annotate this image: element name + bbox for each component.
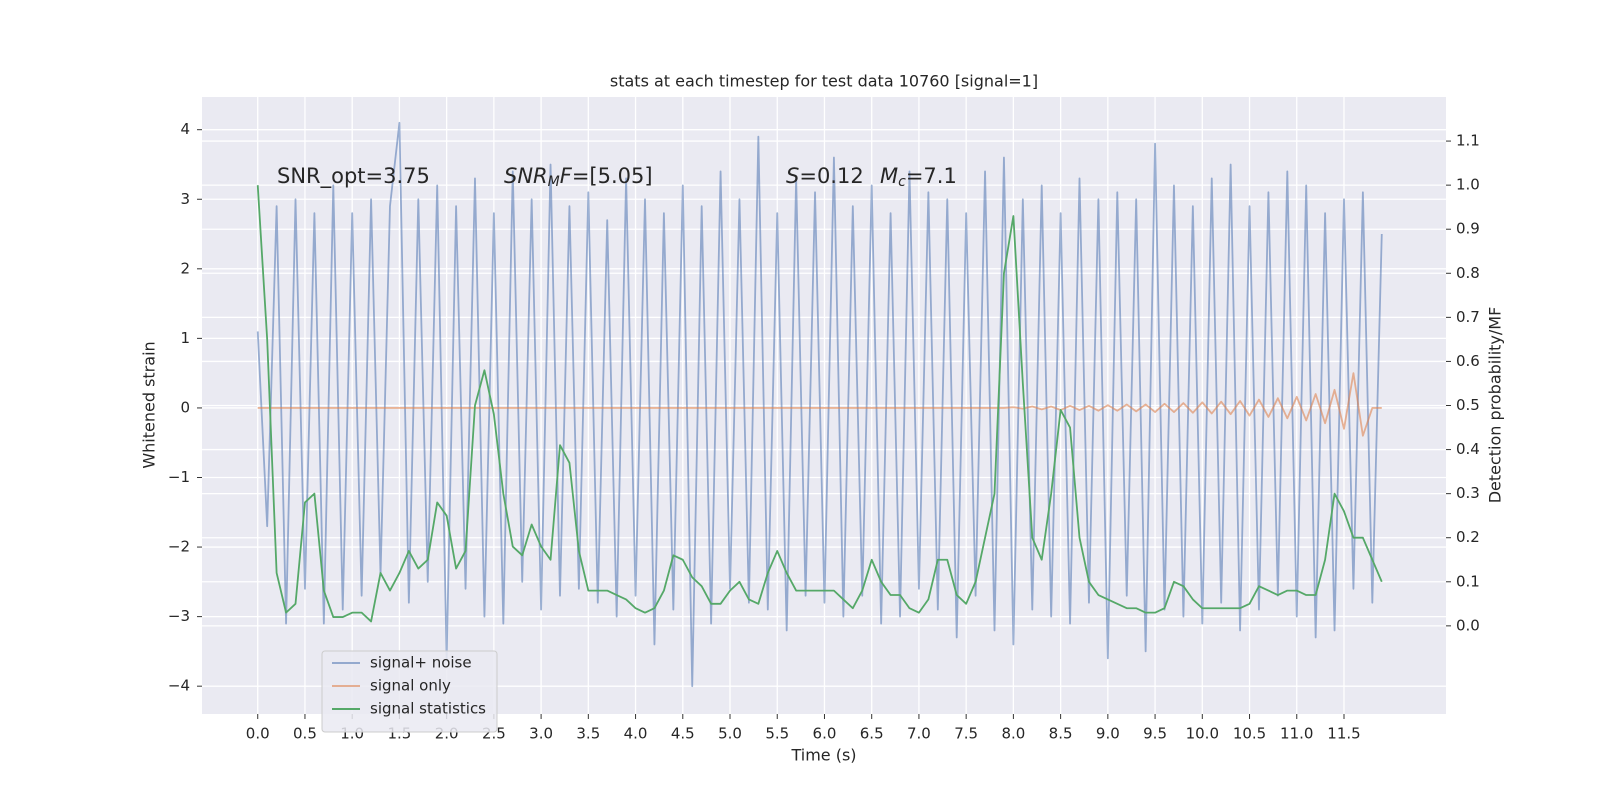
y2-tick-label: 0.7 bbox=[1456, 308, 1480, 326]
annotation-part: SNR bbox=[504, 164, 548, 188]
marks bbox=[256, 121, 1383, 688]
x-tick-label: 8.5 bbox=[1049, 725, 1073, 743]
x-tick-label: 7.0 bbox=[907, 725, 931, 743]
x-tick-label: 9.5 bbox=[1143, 725, 1167, 743]
y2-tick-label: 0.9 bbox=[1456, 220, 1480, 238]
legend-label: signal statistics bbox=[370, 700, 486, 718]
annotation-part: M bbox=[880, 164, 898, 188]
x-tick-label: 0.5 bbox=[293, 725, 317, 743]
legend-label: signal+ noise bbox=[370, 654, 472, 672]
x-tick-label: 4.5 bbox=[671, 725, 695, 743]
x-tick-label: 11.0 bbox=[1280, 725, 1313, 743]
x-tick-label: 6.5 bbox=[860, 725, 884, 743]
y-tick-label: 2 bbox=[180, 259, 190, 277]
x-tick-label: 10.0 bbox=[1186, 725, 1219, 743]
series-line bbox=[256, 121, 1383, 688]
chart-title: stats at each timestep for test data 107… bbox=[610, 72, 1038, 91]
y-tick-label: −1 bbox=[168, 468, 190, 486]
y-tick-label: 0 bbox=[180, 398, 190, 416]
y-tick-label: 4 bbox=[180, 120, 190, 138]
x-tick-label: 0.0 bbox=[246, 725, 270, 743]
x-tick-label: 8.0 bbox=[1001, 725, 1025, 743]
y2-tick-label: 0.1 bbox=[1456, 572, 1480, 590]
legend-label: signal only bbox=[370, 677, 451, 695]
annotation-part: M bbox=[548, 174, 560, 190]
y-tick-label: −2 bbox=[168, 538, 190, 556]
y2-tick-label: 0.0 bbox=[1456, 616, 1480, 634]
y2-tick-label: 1.0 bbox=[1456, 176, 1480, 194]
annotation-part: S bbox=[786, 164, 799, 188]
x-tick-label: 6.0 bbox=[813, 725, 837, 743]
y-tick-label: 3 bbox=[180, 190, 190, 208]
annotation-part: =7.1 bbox=[906, 164, 957, 188]
x-tick-label: 5.5 bbox=[765, 725, 789, 743]
annotation: SNRMF=[5.05] bbox=[504, 164, 653, 190]
x-tick-label: 10.5 bbox=[1233, 725, 1266, 743]
x-axis-label: Time (s) bbox=[790, 746, 856, 765]
y-tick-label: −3 bbox=[168, 607, 190, 625]
x-tick-label: 7.5 bbox=[954, 725, 978, 743]
annotation-part: F bbox=[560, 164, 573, 188]
annotation: SNR_opt=3.75 bbox=[277, 164, 430, 189]
y2-tick-label: 0.4 bbox=[1456, 440, 1480, 458]
annotation: S=0.12 bbox=[786, 164, 864, 188]
x-tick-label: 5.0 bbox=[718, 725, 742, 743]
x-tick-label: 3.5 bbox=[576, 725, 600, 743]
x-tick-label: 4.0 bbox=[624, 725, 648, 743]
legend-box bbox=[321, 650, 498, 733]
y-tick-label: −4 bbox=[168, 677, 190, 695]
annotation: Mc=7.1 bbox=[880, 164, 957, 190]
annotation-part: =0.12 bbox=[799, 164, 863, 188]
series-line bbox=[257, 372, 1382, 437]
y2-tick-label: 0.5 bbox=[1456, 396, 1480, 414]
annotation-part: c bbox=[898, 174, 906, 190]
y2-tick-label: 0.2 bbox=[1456, 528, 1480, 546]
x-tick-label: 3.0 bbox=[529, 725, 553, 743]
annotation-part: =[5.05] bbox=[572, 164, 653, 188]
y2-tick-label: 0.3 bbox=[1456, 484, 1480, 502]
y-tick-label: 1 bbox=[180, 329, 190, 347]
y2-tick-label: 0.6 bbox=[1456, 352, 1480, 370]
y2-tick-label: 0.8 bbox=[1456, 264, 1480, 282]
y-axis-label: Whitened strain bbox=[140, 341, 159, 468]
annotation-part: SNR_opt=3.75 bbox=[277, 164, 430, 189]
y2-tick-label: 1.1 bbox=[1456, 132, 1480, 150]
x-tick-label: 9.0 bbox=[1096, 725, 1120, 743]
x-tick-label: 11.5 bbox=[1327, 725, 1360, 743]
y2-axis-label: Detection probability/MF bbox=[1486, 307, 1505, 504]
series-line bbox=[256, 185, 1383, 623]
overlay: 0.0 0.5 1.0 1.5 2.0 2.5 3.0 3.5 4.0 4.5 5.0 5.5 6.0 6… bbox=[168, 120, 1480, 742]
